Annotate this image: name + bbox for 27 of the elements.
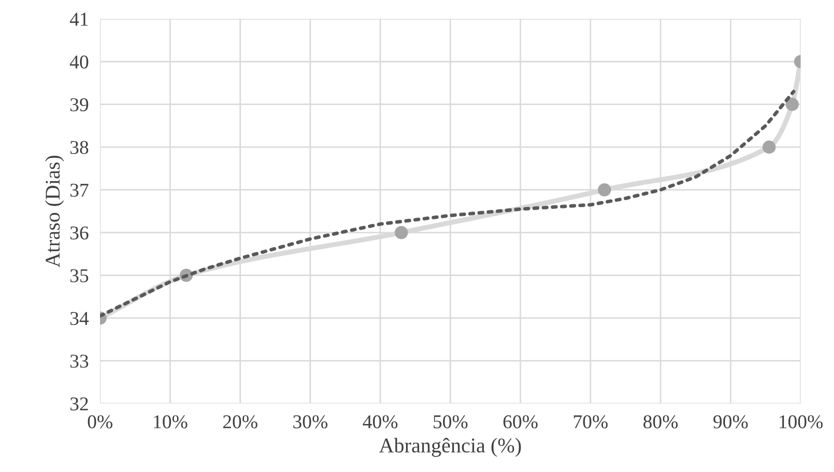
- x-tick-label: 40%: [362, 415, 398, 428]
- y-tick-label: 40: [70, 55, 88, 69]
- y-tick-label: 38: [70, 140, 88, 154]
- x-tick-label: 90%: [713, 415, 748, 428]
- x-tick-label: 60%: [503, 415, 538, 428]
- x-tick-label: 80%: [643, 415, 678, 428]
- y-tick-label: 33: [70, 354, 88, 368]
- point: [598, 183, 612, 196]
- y-tick-label: 35: [70, 269, 88, 282]
- y-tick-label: 39: [70, 98, 88, 112]
- x-tick-label: 70%: [574, 415, 608, 428]
- y-tick-label: 32: [70, 397, 88, 410]
- y-tick-label: 36: [70, 226, 88, 240]
- x-tick-label: 50%: [434, 415, 468, 428]
- point: [762, 140, 776, 154]
- x-tick-label: 20%: [223, 415, 258, 428]
- x-tick-label: 0%: [88, 415, 112, 428]
- x-axis-title: Abrangência (%): [379, 438, 521, 457]
- y-axis-title: Atraso (Dias): [45, 156, 64, 268]
- point: [394, 226, 408, 240]
- x-tick-label: 30%: [293, 415, 328, 428]
- y-tick-label: 41: [70, 12, 88, 26]
- y-tick-label: 37: [70, 184, 88, 197]
- y-tick-label: 34: [70, 312, 89, 326]
- x-tick-label: 10%: [154, 415, 188, 428]
- point: [786, 98, 799, 111]
- x-tick-label: 100%: [780, 415, 823, 428]
